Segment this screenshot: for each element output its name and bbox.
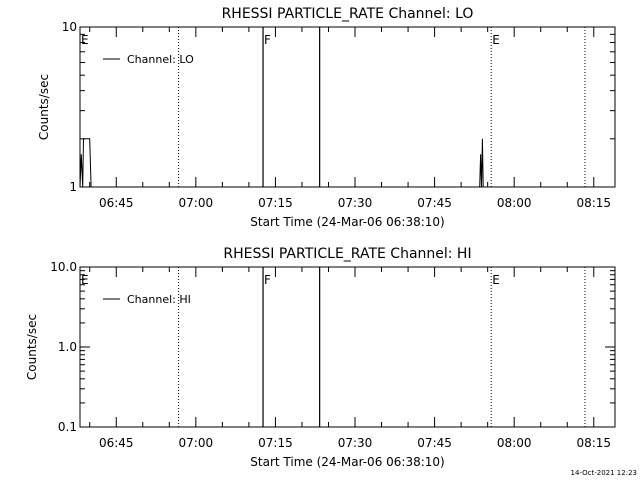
y-tick-label: 1.0 xyxy=(58,340,77,354)
generated-timestamp: 14-Oct-2021 12:23 xyxy=(571,469,637,477)
legend-label: Channel: HI xyxy=(127,293,191,306)
x-tick-label: 08:00 xyxy=(497,196,532,210)
plot-frame xyxy=(79,266,616,428)
x-axis-label: Start Time (24-Mar-06 06:38:10) xyxy=(250,455,444,469)
x-tick-label: 06:45 xyxy=(99,196,134,210)
x-tick-label: 07:30 xyxy=(338,196,373,210)
y-tick-label: 10 xyxy=(62,20,77,34)
event-marker-label: E xyxy=(492,33,500,47)
x-tick-label: 07:00 xyxy=(179,436,214,450)
series-line-0 xyxy=(79,138,484,188)
x-tick-label: 07:15 xyxy=(258,196,293,210)
chart-title: RHESSI PARTICLE_RATE Channel: HI xyxy=(223,246,471,262)
plot-frame xyxy=(79,26,616,188)
event-marker-label: E xyxy=(81,33,89,47)
x-tick-label: 07:15 xyxy=(258,436,293,450)
y-tick-label: 10.0 xyxy=(50,260,77,274)
y-tick-label: 0.1 xyxy=(58,420,77,434)
event-marker-label: F xyxy=(264,273,271,287)
legend-label: Channel: LO xyxy=(127,53,194,66)
x-tick-label: 07:00 xyxy=(179,196,214,210)
x-tick-label: 08:15 xyxy=(576,436,611,450)
x-tick-label: 08:15 xyxy=(576,196,611,210)
lo-channel-panel: RHESSI PARTICLE_RATE Channel: LO Counts/s… xyxy=(37,6,616,229)
x-axis-label: Start Time (24-Mar-06 06:38:10) xyxy=(250,215,444,229)
event-marker-label: F xyxy=(264,33,271,47)
x-tick-label: 07:45 xyxy=(417,436,452,450)
y-axis-label: Counts/sec xyxy=(37,74,51,140)
y-axis-label: Counts/sec xyxy=(25,314,39,380)
x-tick-label: 07:45 xyxy=(417,196,452,210)
chart-title: RHESSI PARTICLE_RATE Channel: LO xyxy=(222,6,474,22)
hi-channel-panel: RHESSI PARTICLE_RATE Channel: HI Counts/s… xyxy=(25,246,616,469)
y-tick-label: 1 xyxy=(69,180,77,194)
x-tick-label: 08:00 xyxy=(497,436,532,450)
x-tick-label: 07:30 xyxy=(338,436,373,450)
event-marker-label: E xyxy=(492,273,500,287)
x-tick-label: 06:45 xyxy=(99,436,134,450)
event-marker-label: E xyxy=(81,273,89,287)
